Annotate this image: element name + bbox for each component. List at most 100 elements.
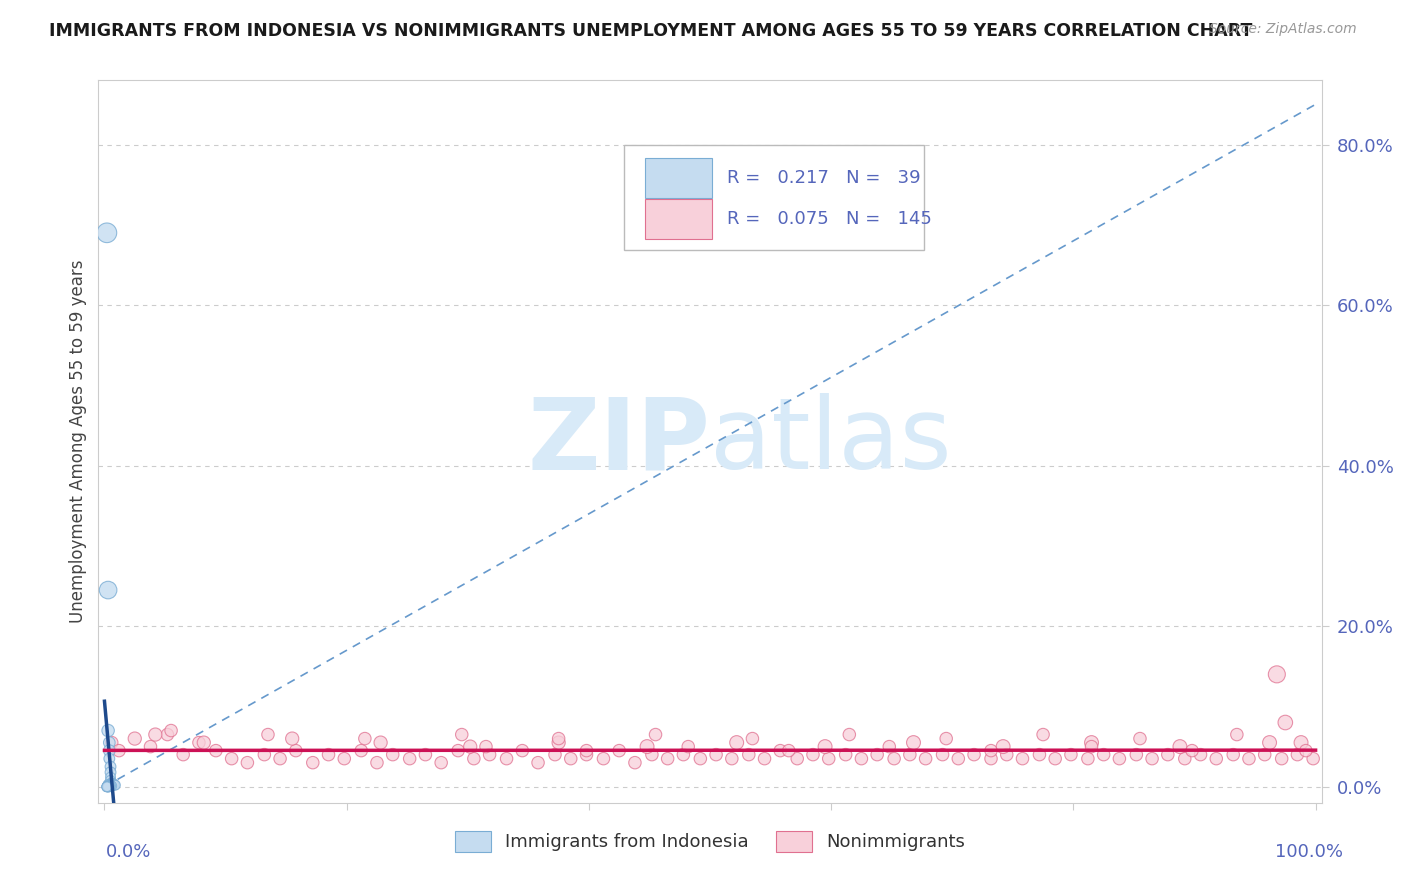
Point [547,731,569,746]
Point [834,747,856,762]
Point [1181,744,1204,758]
Point [644,728,666,742]
Point [721,751,744,765]
Point [866,747,889,762]
Point [817,751,839,765]
Point [100,779,122,793]
Point [100,777,122,791]
Point [96,780,118,794]
Y-axis label: Unemployment Among Ages 55 to 59 years: Unemployment Among Ages 55 to 59 years [69,260,87,624]
Point [1289,735,1312,749]
Point [98,744,121,758]
Point [1032,728,1054,742]
Point [430,756,453,770]
Point [704,747,727,762]
Point [1077,751,1099,765]
Point [980,751,1002,765]
Point [1108,751,1130,765]
Point [139,739,162,754]
Point [1092,747,1115,762]
Point [100,776,122,790]
Point [156,728,179,742]
Point [301,756,323,770]
Point [1286,747,1309,762]
Point [96,780,118,794]
Point [1168,739,1191,754]
Point [1140,751,1163,765]
Point [1060,747,1083,762]
Point [903,735,925,749]
Point [101,776,124,790]
Point [281,731,304,746]
Point [366,756,388,770]
Point [838,728,860,742]
Point [898,747,921,762]
Point [104,778,127,792]
Point [510,744,533,758]
Point [1189,747,1212,762]
Point [98,735,121,749]
Point [100,773,122,788]
Point [689,751,711,765]
Point [269,751,291,765]
Point [636,739,658,754]
Point [814,739,837,754]
Point [995,747,1018,762]
Point [100,770,122,784]
Point [725,735,748,749]
Point [478,747,501,762]
Point [284,744,307,758]
Point [257,728,280,742]
Point [97,778,120,792]
Point [97,780,120,794]
Point [97,780,120,794]
Point [657,751,679,765]
Point [883,751,905,765]
Point [193,735,215,749]
Point [97,723,120,738]
Point [98,780,121,794]
Point [1302,751,1324,765]
Point [100,760,122,774]
Point [877,739,900,754]
Point [1271,751,1294,765]
Point [1226,728,1249,742]
Point [786,751,808,765]
Point [101,778,124,792]
Point [769,744,792,758]
Text: R =   0.075   N =   145: R = 0.075 N = 145 [727,210,932,228]
Point [801,747,824,762]
Point [1043,751,1066,765]
Point [495,751,517,765]
Point [97,583,120,598]
Point [101,777,124,791]
Point [1080,735,1102,749]
Point [447,744,470,758]
Point [221,751,243,765]
Point [1258,735,1281,749]
Point [1274,715,1296,730]
Point [108,744,131,758]
Point [318,747,340,762]
Point [415,747,437,762]
Point [607,744,630,758]
Point [624,756,647,770]
Point [1205,751,1227,765]
Point [547,735,569,749]
Point [527,756,550,770]
Point [676,739,699,754]
Point [236,756,259,770]
Point [103,777,125,791]
Point [172,747,194,762]
Point [980,744,1002,758]
Point [575,744,598,758]
Point [778,744,800,758]
Point [354,731,377,746]
Point [97,780,120,794]
Point [948,751,970,765]
Point [370,735,392,749]
Point [1129,731,1152,746]
Point [754,751,776,765]
FancyBboxPatch shape [645,199,713,239]
Point [931,747,953,762]
